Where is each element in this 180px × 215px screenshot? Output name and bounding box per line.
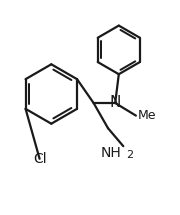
Text: N: N [109,95,121,111]
Text: Cl: Cl [33,152,46,166]
Text: 2: 2 [126,150,133,160]
Text: NH: NH [101,146,122,160]
Text: Me: Me [138,109,156,122]
